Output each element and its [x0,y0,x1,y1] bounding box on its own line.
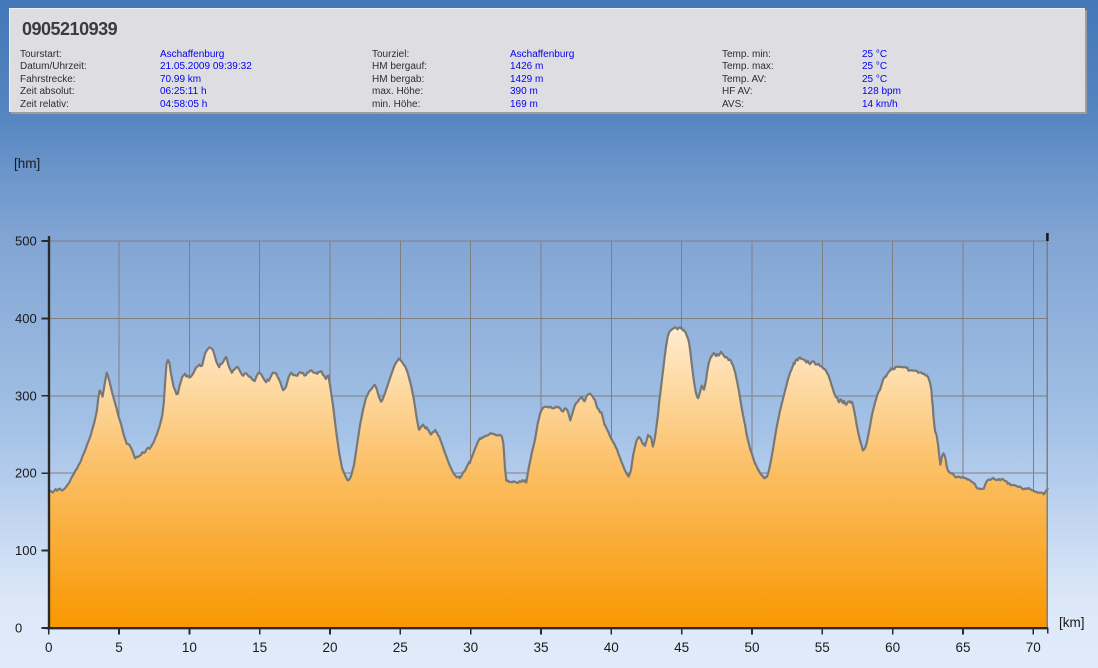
svg-text:70: 70 [1026,640,1041,655]
svg-text:40: 40 [604,640,619,655]
svg-text:10: 10 [182,640,197,655]
svg-text:15: 15 [252,640,267,655]
svg-text:500: 500 [15,234,37,249]
svg-text:60: 60 [885,640,900,655]
svg-text:100: 100 [15,543,37,558]
svg-text:55: 55 [815,640,830,655]
svg-text:20: 20 [322,640,337,655]
svg-text:30: 30 [463,640,478,655]
svg-text:[km]: [km] [1059,615,1085,630]
svg-text:25: 25 [393,640,408,655]
svg-text:0: 0 [45,640,53,655]
svg-text:300: 300 [15,388,37,403]
svg-text:35: 35 [533,640,548,655]
svg-text:400: 400 [15,311,37,326]
svg-text:50: 50 [744,640,759,655]
svg-text:200: 200 [15,466,37,481]
svg-text:[hm]: [hm] [14,156,40,171]
svg-text:0: 0 [15,621,22,636]
svg-text:65: 65 [955,640,970,655]
svg-text:5: 5 [115,640,123,655]
svg-text:45: 45 [674,640,689,655]
